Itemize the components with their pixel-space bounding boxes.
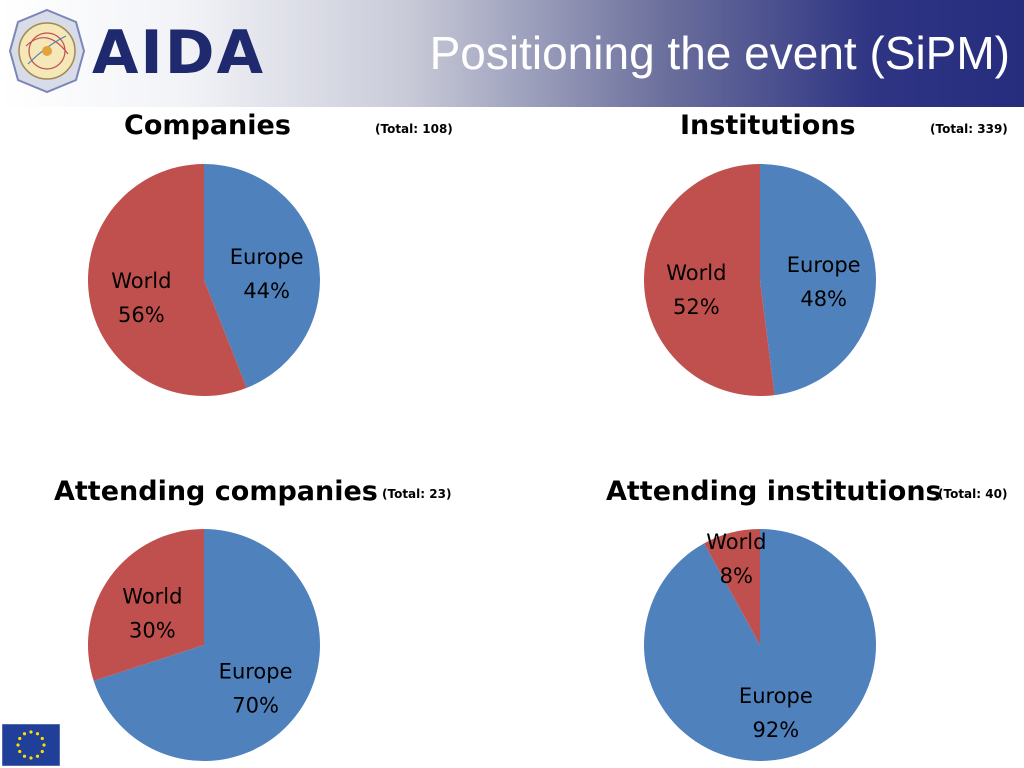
- slice-label-europe: Europe: [739, 684, 813, 708]
- chart-total-companies: (Total: 108): [375, 122, 453, 136]
- eu-star: [18, 749, 22, 754]
- slice-label-europe: Europe: [787, 253, 861, 277]
- pie-slice-europe: [93, 529, 321, 762]
- eu-star: [40, 736, 44, 741]
- slice-percent-world: 56%: [118, 303, 165, 327]
- header-banner: AIDA Positioning the event (SiPM): [0, 0, 1024, 107]
- eu-star: [29, 756, 33, 760]
- eu-star: [35, 732, 40, 736]
- slice-label-world: World: [706, 530, 766, 554]
- chart-total-attending-institutions: (Total: 40): [938, 487, 1008, 501]
- pie-slice-world: [643, 164, 775, 397]
- slice-percent-world: 8%: [720, 564, 753, 588]
- pie-slice-world: [88, 163, 247, 396]
- slice-percent-europe: 92%: [753, 718, 800, 742]
- pie-slice-europe: [204, 164, 321, 388]
- slice-percent-europe: 48%: [800, 287, 847, 311]
- slice-label-world: World: [122, 584, 182, 608]
- eu-star: [35, 754, 40, 758]
- pie-slice-world: [704, 529, 760, 645]
- slice-label-world: World: [111, 269, 171, 293]
- eu-star: [16, 743, 20, 747]
- eu-star: [42, 743, 46, 747]
- eu-star: [22, 754, 27, 758]
- pie-slice-world: [88, 529, 204, 681]
- chart-total-attending-companies: (Total: 23): [382, 487, 452, 501]
- page-title: Positioning the event (SiPM): [429, 27, 1010, 79]
- eu-star: [18, 736, 22, 741]
- slice-percent-world: 30%: [129, 618, 176, 642]
- chart-title-institutions: Institutions: [680, 110, 856, 141]
- slice-percent-world: 52%: [673, 295, 720, 319]
- chart-title-attending-companies: Attending companies: [54, 476, 378, 507]
- slice-label-world: World: [666, 261, 726, 285]
- eu-flag-icon: [2, 724, 60, 766]
- pie-slice-europe: [760, 164, 876, 396]
- eu-star: [29, 730, 33, 734]
- aida-logo-text: AIDA: [92, 18, 265, 88]
- slice-label-europe: Europe: [219, 660, 293, 684]
- chart-title-companies: Companies: [124, 110, 291, 141]
- eu-star: [40, 749, 44, 754]
- chart-total-institutions: (Total: 339): [930, 122, 1008, 136]
- slice-percent-europe: 70%: [232, 694, 279, 718]
- eu-star: [22, 732, 27, 736]
- slice-percent-europe: 44%: [243, 279, 290, 303]
- slice-label-europe: Europe: [230, 245, 304, 269]
- aida-detector-logo-icon: [8, 8, 86, 94]
- chart-title-attending-institutions: Attending institutions: [606, 476, 942, 507]
